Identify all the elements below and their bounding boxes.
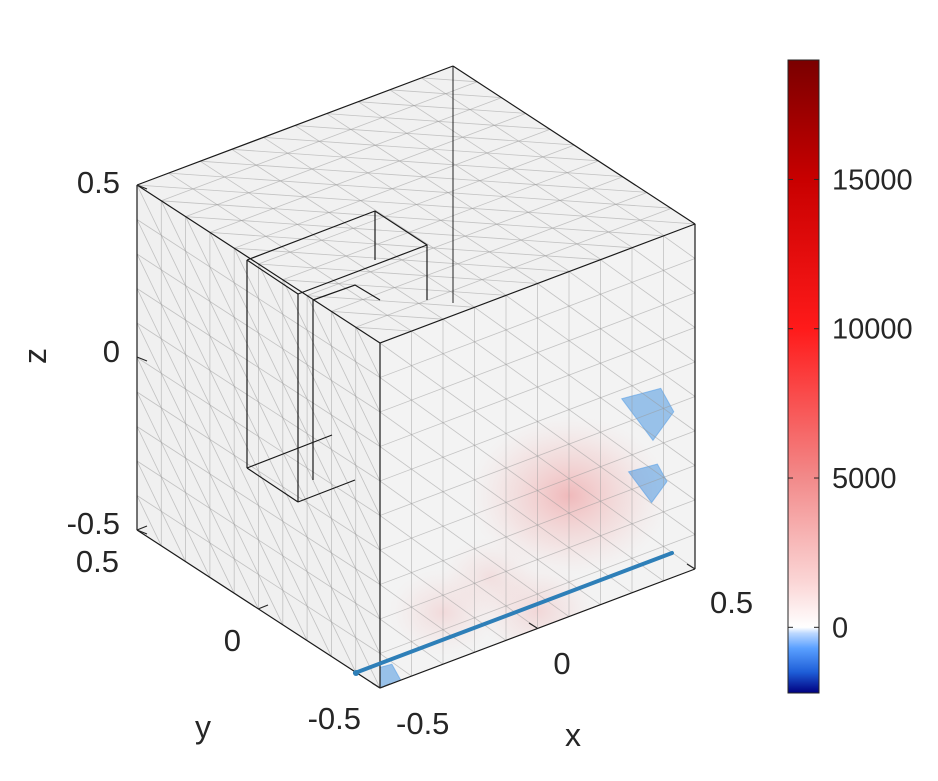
mesh-line bbox=[379, 342, 696, 570]
y-axis-label: y bbox=[195, 709, 211, 745]
mesh-line bbox=[631, 247, 696, 294]
mesh-line bbox=[234, 247, 570, 272]
mesh-line bbox=[331, 311, 381, 413]
mesh-line bbox=[358, 101, 526, 114]
mesh-line bbox=[568, 271, 696, 363]
mesh-line bbox=[379, 480, 570, 617]
left-face-mesh bbox=[136, 184, 381, 689]
z-tick-label: 0 bbox=[103, 334, 120, 369]
colorbar-tick-label: 15000 bbox=[832, 164, 913, 196]
mesh-line bbox=[136, 357, 259, 610]
mesh-line bbox=[209, 232, 602, 261]
y-tick-mark bbox=[136, 525, 148, 531]
mesh-line bbox=[389, 89, 502, 98]
mesh-line bbox=[505, 295, 696, 432]
colorbar-tick-label: 10000 bbox=[832, 314, 913, 346]
mesh-line bbox=[442, 318, 696, 501]
x-tick-mark bbox=[686, 563, 696, 570]
mesh-line bbox=[663, 235, 696, 259]
mesh-line bbox=[263, 137, 599, 162]
z-tick-label: -0.5 bbox=[67, 506, 120, 541]
mesh-line bbox=[136, 391, 235, 594]
y-tick-mark bbox=[379, 683, 391, 689]
mesh-line bbox=[294, 125, 575, 146]
mesh-line bbox=[379, 411, 633, 594]
mesh-line bbox=[282, 279, 381, 482]
mesh-line bbox=[326, 113, 551, 130]
z-axis-label: z bbox=[17, 348, 53, 364]
cube-edges bbox=[136, 65, 696, 689]
mesh-line bbox=[136, 219, 357, 673]
colorbar-ticks: 15000 10000 5000 0 bbox=[788, 164, 913, 644]
mesh-line bbox=[185, 216, 381, 620]
mesh-line bbox=[331, 311, 444, 320]
mesh-line bbox=[307, 295, 475, 308]
mesh-line bbox=[136, 253, 332, 657]
z-tick-mark bbox=[136, 529, 148, 535]
mesh-line bbox=[136, 460, 186, 562]
front-face-mesh bbox=[379, 235, 696, 677]
y-tick-label: -0.5 bbox=[308, 701, 361, 736]
mesh-line bbox=[355, 326, 412, 332]
mesh-line bbox=[474, 306, 696, 466]
mesh-line bbox=[355, 327, 381, 378]
mesh-line bbox=[282, 279, 507, 296]
mesh-line bbox=[168, 172, 672, 209]
z-tick-label: 0.5 bbox=[77, 165, 120, 200]
y-tick-label: 0 bbox=[224, 623, 241, 658]
y-tick-mark bbox=[257, 604, 269, 610]
x-tick-label: -0.5 bbox=[396, 706, 449, 741]
mesh-line bbox=[379, 446, 601, 606]
mesh-line bbox=[136, 322, 284, 625]
mesh-line bbox=[231, 148, 624, 177]
y-tick-label: 0.5 bbox=[76, 544, 119, 579]
mesh-line bbox=[379, 618, 444, 665]
mesh-line bbox=[306, 295, 381, 447]
mesh-line bbox=[136, 495, 162, 546]
colorbar-tick-label: 5000 bbox=[832, 463, 897, 495]
tick-marks bbox=[136, 184, 696, 689]
mesh-line bbox=[379, 584, 475, 653]
mesh-line bbox=[379, 515, 538, 629]
colorbar-tick-label: 0 bbox=[832, 612, 848, 644]
mesh-line bbox=[136, 184, 697, 225]
top-face-mesh bbox=[136, 77, 697, 332]
x-tick-mark bbox=[528, 622, 538, 629]
mesh-line bbox=[136, 184, 381, 689]
mesh-line bbox=[160, 200, 381, 654]
mesh-line bbox=[233, 248, 381, 551]
mesh-line bbox=[136, 426, 211, 578]
x-tick-label: 0 bbox=[553, 646, 570, 681]
mesh-line bbox=[421, 77, 478, 83]
mesh-line bbox=[379, 653, 412, 677]
mesh-line bbox=[600, 259, 696, 328]
mesh-line bbox=[136, 288, 308, 641]
mesh-line bbox=[209, 232, 381, 585]
inner-box-wireframe bbox=[246, 210, 428, 503]
x-tick-label: 0.5 bbox=[710, 585, 753, 620]
x-tick-mark bbox=[371, 682, 381, 689]
mesh-line bbox=[379, 377, 664, 582]
bottom-edge-line bbox=[353, 551, 674, 675]
mesh-line bbox=[411, 330, 696, 535]
mesh-line bbox=[200, 160, 648, 193]
mesh-line bbox=[258, 263, 381, 516]
mesh-line bbox=[258, 263, 539, 284]
z-tick-mark bbox=[136, 356, 148, 362]
mesh-line bbox=[161, 200, 665, 237]
z-tick-mark bbox=[136, 184, 148, 190]
mesh-line bbox=[185, 216, 633, 249]
colorbar bbox=[787, 59, 820, 694]
x-axis-label: x bbox=[565, 717, 581, 753]
mesh-line bbox=[537, 283, 696, 397]
bottom-edge-marker bbox=[353, 670, 359, 676]
